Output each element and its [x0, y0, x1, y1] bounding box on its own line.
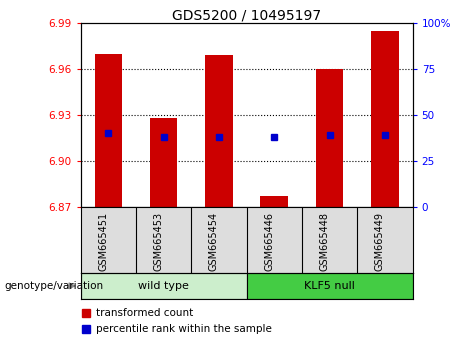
Text: GSM665448: GSM665448: [319, 212, 330, 271]
Bar: [371, 31, 399, 207]
Text: GSM665449: GSM665449: [375, 212, 385, 271]
Text: GSM665454: GSM665454: [209, 212, 219, 272]
Text: GSM665451: GSM665451: [98, 212, 108, 272]
Text: genotype/variation: genotype/variation: [5, 281, 104, 291]
Bar: [150, 118, 177, 207]
Text: KLF5 null: KLF5 null: [304, 281, 355, 291]
Bar: [247, 273, 413, 299]
Bar: [81, 273, 247, 299]
Text: GSM665453: GSM665453: [154, 212, 164, 272]
Bar: [95, 54, 122, 207]
Text: GDS5200 / 10495197: GDS5200 / 10495197: [172, 9, 321, 23]
Text: GSM665446: GSM665446: [264, 212, 274, 271]
Text: transformed count: transformed count: [95, 308, 193, 318]
Bar: [316, 69, 343, 207]
Text: wild type: wild type: [138, 281, 189, 291]
Bar: [205, 55, 233, 207]
Text: percentile rank within the sample: percentile rank within the sample: [95, 324, 272, 334]
Bar: [260, 196, 288, 207]
